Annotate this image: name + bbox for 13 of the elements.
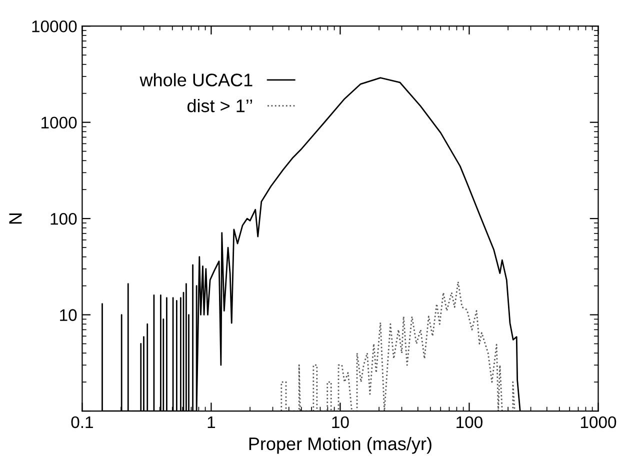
y-tick-label: 10000 (32, 20, 77, 32)
y-tick-label: 10 (60, 309, 77, 321)
x-tick-label: 10 (332, 416, 349, 428)
x-tick-label: 0.1 (71, 416, 93, 428)
x-tick-label: 1 (208, 416, 216, 428)
y-tick-label: 100 (50, 212, 77, 225)
legend-label: dist > 1’’ (187, 99, 252, 112)
x-tick-label: 1000 (580, 416, 616, 428)
y-tick-label: 1000 (42, 116, 77, 129)
x-tick-label: 100 (456, 416, 482, 428)
x-axis-title: Proper Motion (mas/yr) (249, 436, 432, 454)
legend-label: whole UCAC1 (140, 73, 252, 86)
y-axis-title: N (9, 214, 22, 224)
